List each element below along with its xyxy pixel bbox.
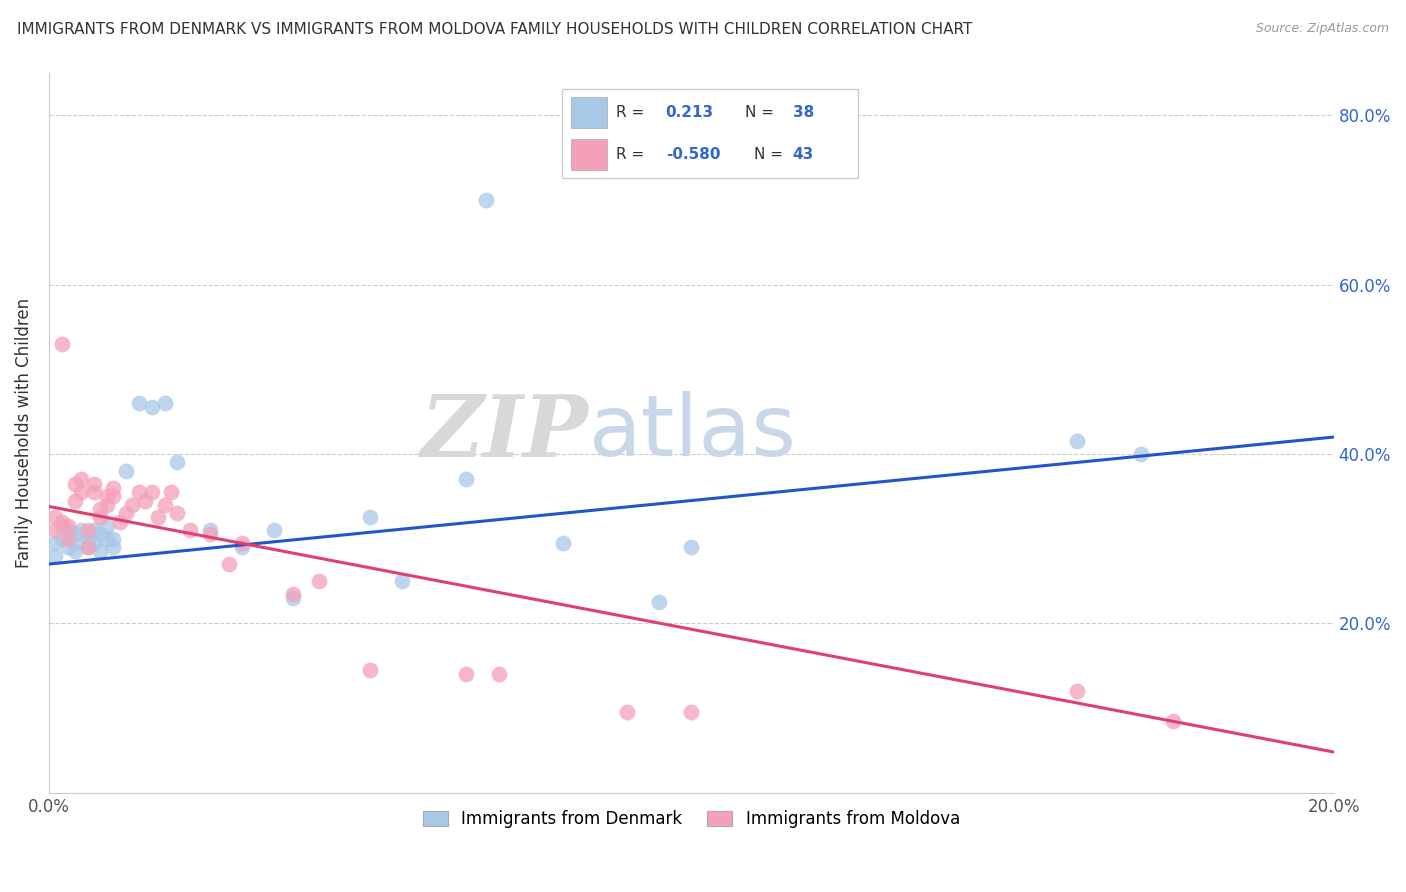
- Text: Source: ZipAtlas.com: Source: ZipAtlas.com: [1256, 22, 1389, 36]
- Point: [103, 489, 125, 503]
- Point: [44, 549, 66, 563]
- Text: R =: R =: [616, 147, 644, 161]
- Point: [115, 506, 138, 520]
- Point: [89, 502, 111, 516]
- Point: [488, 667, 510, 681]
- Point: [231, 536, 253, 550]
- Point: [681, 540, 703, 554]
- Point: [103, 532, 125, 546]
- Point: [179, 523, 201, 537]
- Point: [51, 532, 73, 546]
- Point: [89, 544, 111, 558]
- Point: [1066, 684, 1088, 698]
- Text: ZIP: ZIP: [420, 391, 589, 475]
- Point: [58, 532, 80, 546]
- Point: [51, 337, 73, 351]
- Point: [63, 527, 86, 541]
- Point: [70, 536, 93, 550]
- Point: [218, 557, 240, 571]
- Point: [103, 540, 125, 554]
- Point: [63, 544, 86, 558]
- Point: [83, 536, 105, 550]
- Text: atlas: atlas: [589, 392, 797, 475]
- Text: N =: N =: [745, 105, 775, 120]
- Point: [96, 519, 118, 533]
- Point: [166, 506, 188, 520]
- Point: [51, 519, 73, 533]
- Point: [44, 510, 66, 524]
- FancyBboxPatch shape: [562, 89, 858, 178]
- Point: [63, 476, 86, 491]
- Point: [70, 523, 93, 537]
- Text: R =: R =: [616, 105, 644, 120]
- Point: [231, 540, 253, 554]
- Point: [44, 523, 66, 537]
- Point: [83, 485, 105, 500]
- Text: 38: 38: [793, 105, 814, 120]
- Point: [70, 485, 93, 500]
- Point: [456, 667, 478, 681]
- Point: [281, 587, 304, 601]
- Point: [76, 523, 98, 537]
- Point: [51, 515, 73, 529]
- Text: N =: N =: [754, 147, 783, 161]
- Point: [89, 510, 111, 524]
- Point: [76, 540, 98, 554]
- Point: [153, 498, 176, 512]
- Point: [76, 532, 98, 546]
- Point: [70, 472, 93, 486]
- Point: [96, 489, 118, 503]
- Y-axis label: Family Households with Children: Family Households with Children: [15, 298, 32, 568]
- Point: [681, 705, 703, 719]
- Point: [551, 536, 574, 550]
- Point: [308, 574, 330, 588]
- Point: [128, 396, 150, 410]
- Point: [58, 519, 80, 533]
- Point: [616, 705, 638, 719]
- Point: [474, 193, 496, 207]
- Point: [263, 523, 285, 537]
- Legend: Immigrants from Denmark, Immigrants from Moldova: Immigrants from Denmark, Immigrants from…: [416, 804, 966, 835]
- Point: [198, 527, 221, 541]
- Text: IMMIGRANTS FROM DENMARK VS IMMIGRANTS FROM MOLDOVA FAMILY HOUSEHOLDS WITH CHILDR: IMMIGRANTS FROM DENMARK VS IMMIGRANTS FR…: [17, 22, 972, 37]
- Point: [359, 510, 381, 524]
- Text: 43: 43: [793, 147, 814, 161]
- Point: [83, 476, 105, 491]
- Point: [76, 540, 98, 554]
- Point: [89, 527, 111, 541]
- Point: [128, 485, 150, 500]
- FancyBboxPatch shape: [571, 97, 607, 128]
- Point: [83, 523, 105, 537]
- Point: [134, 493, 156, 508]
- Point: [63, 493, 86, 508]
- Point: [58, 523, 80, 537]
- Point: [281, 591, 304, 605]
- Text: 0.213: 0.213: [666, 105, 714, 120]
- Point: [391, 574, 413, 588]
- Point: [359, 663, 381, 677]
- Point: [96, 498, 118, 512]
- Point: [1066, 434, 1088, 449]
- Point: [456, 472, 478, 486]
- Point: [1161, 714, 1184, 728]
- Point: [115, 464, 138, 478]
- Point: [141, 485, 163, 500]
- Point: [160, 485, 183, 500]
- FancyBboxPatch shape: [571, 139, 607, 170]
- Point: [153, 396, 176, 410]
- Point: [121, 498, 143, 512]
- Point: [648, 595, 671, 609]
- Point: [141, 401, 163, 415]
- Point: [108, 515, 131, 529]
- Point: [96, 532, 118, 546]
- Point: [1129, 447, 1152, 461]
- Point: [146, 510, 169, 524]
- Point: [166, 455, 188, 469]
- Point: [198, 523, 221, 537]
- Text: -0.580: -0.580: [666, 147, 720, 161]
- Point: [44, 536, 66, 550]
- Point: [103, 481, 125, 495]
- Point: [58, 540, 80, 554]
